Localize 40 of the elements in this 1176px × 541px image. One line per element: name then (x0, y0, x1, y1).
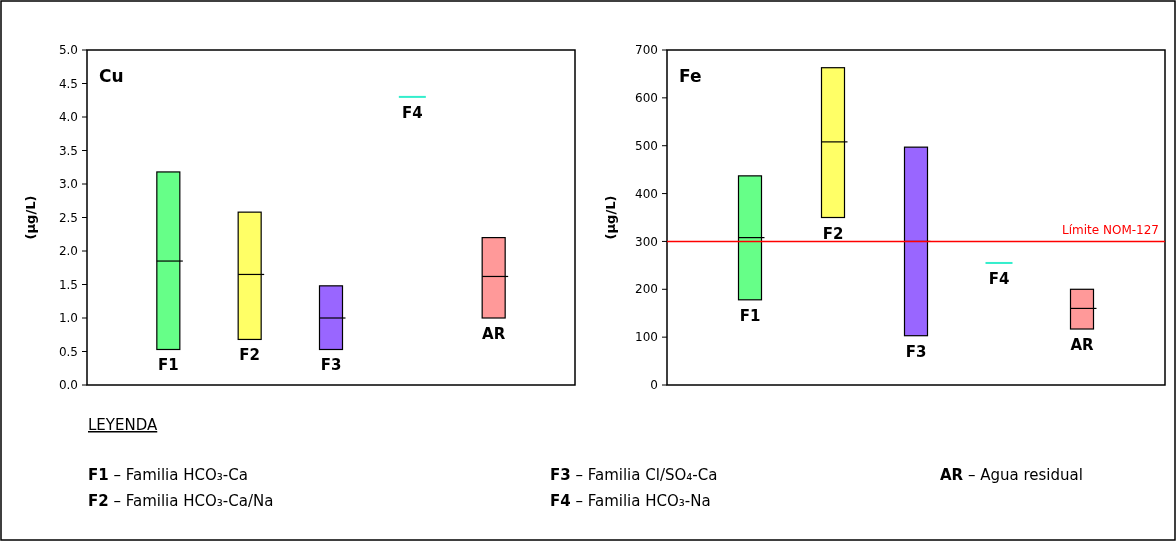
y-tick-label: 100 (635, 330, 658, 345)
text: AR – Agua residual (940, 466, 1083, 484)
text: F3 – Familia Cl/SO₄-Ca (550, 466, 718, 484)
x-tick-label: F3 (320, 356, 342, 375)
y-tick-label: 300 (635, 234, 658, 249)
y-tick-label: 3.0 (58, 177, 78, 192)
x-tick-label: F1 (739, 306, 761, 325)
x-tick-label: F2 (239, 346, 261, 365)
x-tick-label: AR (1070, 336, 1095, 355)
y-tick-label: 500 (635, 138, 658, 153)
y-tick-label: 2.0 (58, 244, 78, 259)
y-tick-label: 4.5 (58, 76, 78, 91)
y-tick-label: 1.5 (58, 277, 78, 292)
x-tick-label: F1 (157, 356, 179, 375)
text: Fe (679, 66, 702, 86)
text: LEYENDA (88, 416, 158, 434)
text: F4 – Familia HCO₃-Na (550, 492, 711, 510)
y-tick-label: 0.0 (58, 378, 78, 393)
y-tick-label: 4.0 (58, 110, 78, 125)
y-tick-label: 5.0 (58, 43, 78, 58)
text: F1 – Familia HCO₃-Ca (88, 466, 248, 484)
y-tick-label: 1.0 (58, 311, 78, 326)
y-axis-title: (µg/L) (23, 195, 38, 240)
y-tick-label: 3.5 (58, 143, 78, 158)
y-tick-label: 0 (650, 378, 658, 393)
x-tick-label: F4 (401, 103, 423, 122)
x-tick-label: F2 (822, 224, 844, 243)
y-tick-label: 700 (635, 43, 658, 58)
y-tick-label: 0.5 (58, 344, 78, 359)
y-tick-label: 200 (635, 282, 658, 297)
x-tick-label: F3 (905, 342, 927, 361)
x-tick-label: F4 (988, 269, 1010, 288)
y-tick-label: 600 (635, 91, 658, 106)
text: F2 – Familia HCO₃-Ca/Na (88, 492, 274, 510)
y-axis-title: (µg/L) (603, 195, 618, 240)
x-tick-label: AR (482, 325, 506, 343)
ref-line-label: Límite NOM-127 (1062, 223, 1159, 238)
y-tick-label: 2.5 (58, 210, 78, 225)
text: Cu (99, 66, 124, 86)
y-tick-label: 400 (635, 186, 658, 201)
